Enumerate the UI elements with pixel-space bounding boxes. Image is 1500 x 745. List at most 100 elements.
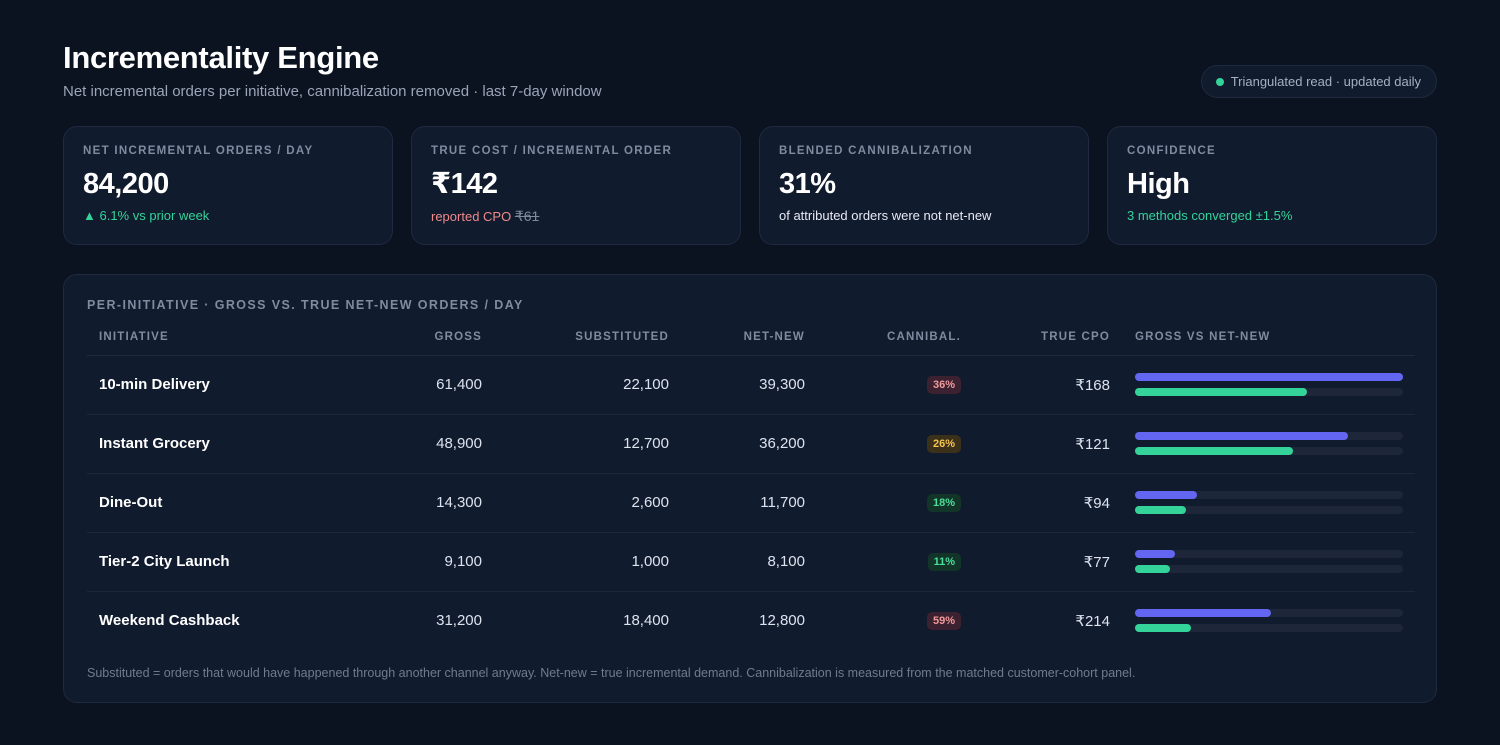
gross-bar-track — [1135, 609, 1403, 618]
cannibal-cell: 36% — [805, 355, 961, 415]
reported-cpo-label: reported CPO — [431, 209, 512, 224]
net-bar-track — [1135, 447, 1403, 455]
initiative-panel: PER-INITIATIVE · GROSS VS. TRUE NET-NEW … — [63, 274, 1437, 703]
gross-vs-net-bars — [1110, 355, 1415, 415]
column-header-net-new: NET-NEW — [669, 319, 805, 356]
table-row: Dine-Out 14,300 2,600 11,700 18% ₹94 — [87, 473, 1415, 533]
gross-bar — [1135, 373, 1403, 381]
true-cpo-value: ₹121 — [961, 414, 1110, 474]
gross-bar — [1135, 609, 1272, 618]
true-cpo-value: ₹214 — [1075, 612, 1110, 630]
initiative-name: Weekend Cashback — [99, 612, 240, 630]
initiative-name: Tier-2 City Launch — [87, 532, 387, 592]
kpi-cards: NET INCREMENTAL ORDERS / DAY 84,200 ▲ 6.… — [63, 126, 1437, 245]
gross-bar-track — [1135, 432, 1403, 440]
kpi-note: of attributed orders were not net-new — [779, 208, 992, 223]
substituted-value: 22,100 — [482, 355, 669, 415]
kpi-card-true-cost: TRUE COST / INCREMENTAL ORDER ₹142 repor… — [411, 126, 741, 245]
net-new-bar — [1135, 624, 1191, 633]
cannibal-cell: 26% — [805, 414, 961, 474]
kpi-note: 3 methods converged ±1.5% — [1127, 208, 1293, 223]
net-new-value: 36,200 — [669, 414, 805, 474]
kpi-card-net-incremental: NET INCREMENTAL ORDERS / DAY 84,200 ▲ 6.… — [63, 126, 393, 245]
initiative-table: INITIATIVE GROSS SUBSTITUTED NET-NEW CAN… — [87, 319, 1415, 650]
table-header-row: INITIATIVE GROSS SUBSTITUTED NET-NEW CAN… — [87, 319, 1415, 356]
substituted-value: 18,400 — [623, 612, 669, 630]
net-bar-track — [1135, 565, 1403, 573]
cannibal-badge: 26% — [926, 435, 961, 453]
cannibal-badge: 11% — [927, 553, 961, 571]
gross-value: 31,200 — [436, 612, 482, 630]
substituted-value: 2,600 — [482, 473, 669, 533]
net-new-bar — [1135, 388, 1307, 396]
net-new-value: 11,700 — [669, 473, 805, 533]
substituted-value: 1,000 — [482, 532, 669, 592]
gross-bar — [1135, 432, 1349, 440]
net-new-bar — [1135, 565, 1171, 573]
table-row: 10-min Delivery 61,400 22,100 39,300 36% ₹168 — [87, 355, 1415, 415]
kpi-label: BLENDED CANNIBALIZATION — [779, 145, 973, 157]
gross-vs-net-bars — [1110, 473, 1415, 533]
panel-title: PER-INITIATIVE · GROSS VS. TRUE NET-NEW … — [87, 298, 524, 312]
kpi-value: ₹142 — [431, 168, 498, 200]
kpi-value: High — [1127, 168, 1190, 200]
cannibal-badge: 36% — [926, 376, 961, 394]
initiative-name: Dine-Out — [87, 473, 387, 533]
gross-vs-net-bars — [1110, 532, 1415, 592]
net-bar-track — [1135, 506, 1403, 514]
gross-value: 9,100 — [387, 532, 482, 592]
net-new-bar — [1135, 506, 1187, 514]
net-new-bar — [1135, 447, 1293, 455]
cannibal-cell: 18% — [805, 473, 961, 533]
column-header-gross: GROSS — [387, 319, 482, 356]
kpi-value: 31% — [779, 168, 836, 200]
substituted-value: 12,700 — [482, 414, 669, 474]
status-text: Triangulated read · updated daily — [1230, 74, 1421, 89]
initiative-name: 10-min Delivery — [87, 355, 387, 415]
gross-value: 61,400 — [387, 355, 482, 415]
cannibal-badge: 59% — [926, 612, 961, 631]
kpi-label: NET INCREMENTAL ORDERS / DAY — [83, 145, 314, 157]
kpi-label: CONFIDENCE — [1127, 145, 1217, 157]
gross-value: 48,900 — [387, 414, 482, 474]
gross-vs-net-bars — [1110, 591, 1415, 650]
kpi-card-cannibalization: BLENDED CANNIBALIZATION 31% of attribute… — [759, 126, 1089, 245]
page-subtitle: Net incremental orders per initiative, c… — [63, 83, 602, 100]
table-row: Instant Grocery 48,900 12,700 36,200 26% ₹121 — [87, 414, 1415, 474]
net-new-value: 8,100 — [669, 532, 805, 592]
net-bar-track — [1135, 624, 1403, 633]
page-header: Incrementality Engine Net incremental or… — [63, 40, 602, 100]
column-header-cannibal: CANNIBAL. — [805, 319, 961, 356]
table-footnote: Substituted = orders that would have hap… — [87, 666, 1136, 680]
true-cpo-value: ₹94 — [961, 473, 1110, 533]
kpi-value: 84,200 — [83, 168, 169, 200]
page-title: Incrementality Engine — [63, 40, 379, 75]
gross-bar-track — [1135, 491, 1403, 499]
kpi-label: TRUE COST / INCREMENTAL ORDER — [431, 145, 673, 157]
column-header-true-cpo: TRUE CPO — [961, 319, 1110, 356]
cannibal-cell: 59% — [805, 591, 961, 650]
kpi-note: reported CPO ₹61 — [431, 208, 721, 225]
column-header-gross-vs-net: GROSS VS NET-NEW — [1110, 319, 1415, 356]
status-badge: Triangulated read · updated daily — [1200, 65, 1437, 98]
column-header-substituted: SUBSTITUTED — [482, 319, 669, 356]
kpi-card-confidence: CONFIDENCE High 3 methods converged ±1.5… — [1107, 126, 1437, 245]
true-cpo-value: ₹77 — [961, 532, 1110, 592]
table-row: Weekend Cashback 31,200 18,400 12,800 59% ₹21… — [87, 591, 1415, 650]
gross-bar — [1135, 550, 1175, 558]
status-dot-icon — [1215, 77, 1224, 86]
true-cpo-value: ₹168 — [961, 355, 1110, 415]
gross-bar — [1135, 491, 1198, 499]
kpi-trend: ▲ 6.1% vs prior week — [83, 208, 210, 223]
table-row: Tier-2 City Launch 9,100 1,000 8,100 11% ₹77 — [87, 532, 1415, 592]
gross-bar-track — [1135, 373, 1403, 381]
gross-vs-net-bars — [1110, 414, 1415, 474]
gross-bar-track — [1135, 550, 1403, 558]
gross-value: 14,300 — [387, 473, 482, 533]
net-new-value: 12,800 — [759, 612, 805, 630]
net-new-value: 39,300 — [669, 355, 805, 415]
reported-cpo-value: ₹61 — [514, 208, 540, 224]
initiative-name: Instant Grocery — [87, 414, 387, 474]
cannibal-cell: 11% — [805, 532, 961, 592]
cannibal-badge: 18% — [926, 494, 961, 512]
